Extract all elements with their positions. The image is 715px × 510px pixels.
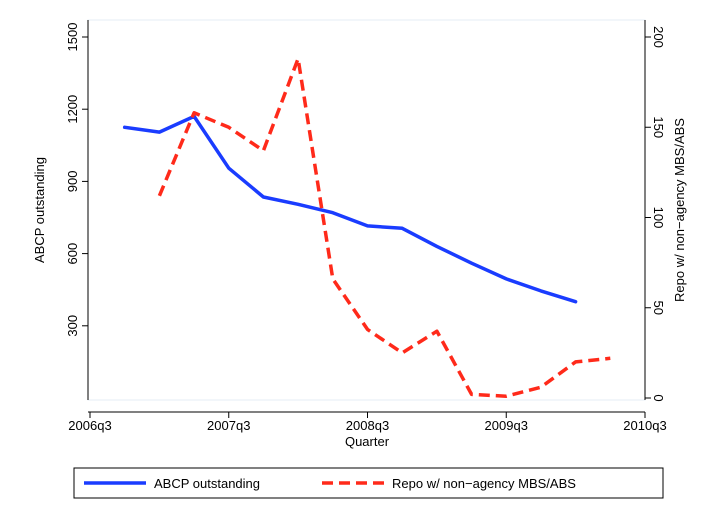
x-tick-label: 2008q3: [346, 418, 389, 433]
x-tick-label: 2006q3: [68, 418, 111, 433]
y-right-tick-label: 200: [651, 26, 666, 48]
legend-box: [73, 467, 664, 499]
legend-label-abcp: ABCP outstanding: [154, 476, 260, 491]
legend-label-repo: Repo w/ non−agency MBS/ABS: [392, 476, 576, 491]
y-right-tick-label: 0: [651, 394, 666, 401]
y-left-tick-label: 300: [65, 315, 80, 337]
y-left-tick-label: 600: [65, 243, 80, 265]
y-right-tick-label: 50: [651, 301, 666, 315]
y-left-tick-label: 900: [65, 171, 80, 193]
y-left-tick-label: 1500: [65, 23, 80, 52]
y-right-tick-label: 100: [651, 207, 666, 229]
y-left-tick-label: 1200: [65, 95, 80, 124]
legend: ABCP outstanding Repo w/ non−agency MBS/A…: [73, 467, 664, 499]
series-line-repo: [157, 56, 611, 398]
axes-layer: 2006q3 2007q3 2008q3 2009q3 2010q3 Quarter 300…: [32, 20, 687, 449]
x-tick-label: 2009q3: [485, 418, 528, 433]
y-right-axis-title: Repo w/ non−agency MBS/ABS: [672, 118, 687, 302]
plot-area: [87, 19, 646, 401]
x-axis-title: Quarter: [345, 434, 390, 449]
x-tick-label: 2007q3: [207, 418, 250, 433]
x-tick-label: 2010q3: [623, 418, 666, 433]
y-left-axis-title: ABCP outstanding: [32, 157, 47, 263]
series-line-abcp: [122, 114, 578, 304]
series-layer: [122, 56, 611, 398]
y-right-tick-label: 150: [651, 116, 666, 138]
